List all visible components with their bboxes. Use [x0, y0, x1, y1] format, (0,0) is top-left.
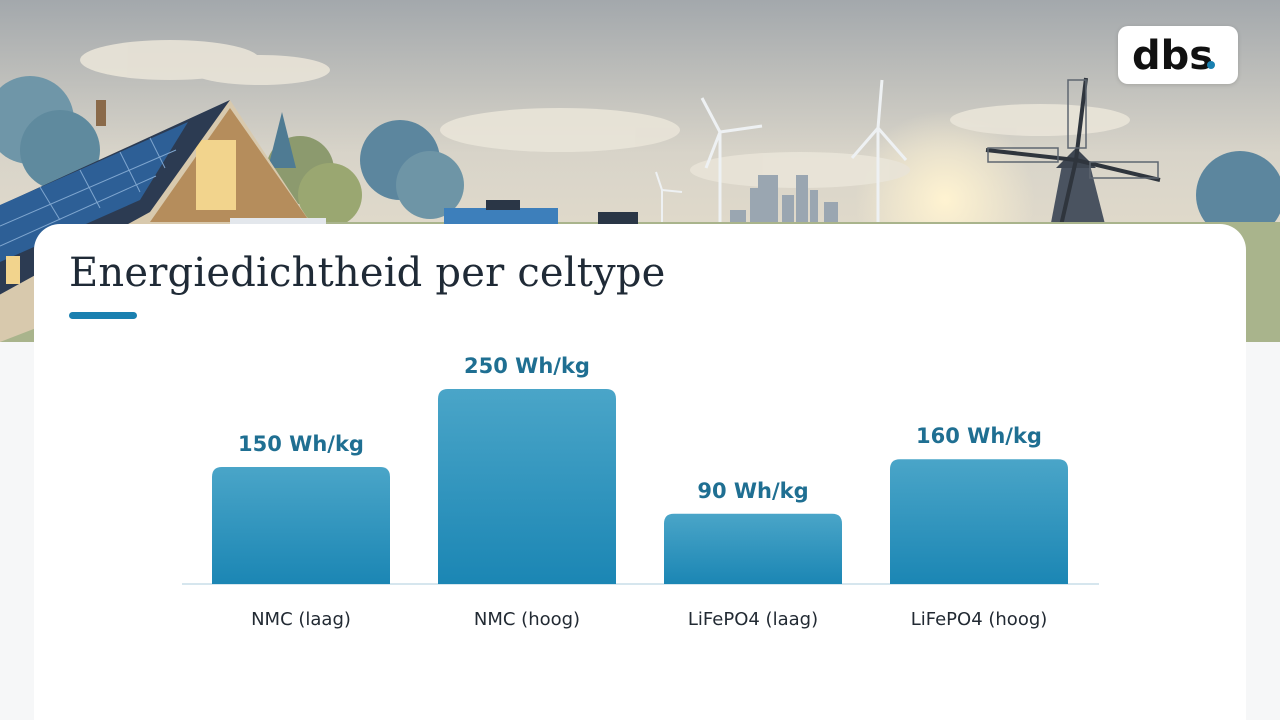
solar-panel-grid [0, 137, 177, 247]
bar-3 [890, 459, 1068, 584]
bar-1 [438, 389, 616, 584]
category-label-2: LiFePO4 (laag) [688, 609, 818, 630]
logo-dot [1207, 61, 1215, 69]
category-label-1: NMC (hoog) [474, 609, 580, 630]
dbs-logo: dbs [1118, 26, 1238, 84]
category-label-0: NMC (laag) [251, 609, 351, 630]
bar-2 [664, 513, 842, 584]
value-label-1: 250 Wh/kg [464, 354, 590, 378]
dbs-logo-mark: dbs [1132, 33, 1215, 79]
value-label-0: 150 Wh/kg [238, 432, 364, 456]
category-label-3: LiFePO4 (hoog) [911, 609, 1048, 630]
value-label-3: 160 Wh/kg [916, 424, 1042, 448]
windmill [985, 77, 1161, 231]
logo-text: dbs [1132, 33, 1213, 79]
slide-title: Energiedichtheid per celtype [69, 250, 666, 296]
clouds [80, 40, 1130, 188]
value-label-2: 90 Wh/kg [697, 479, 808, 503]
bar-0 [212, 467, 390, 584]
title-underline [69, 312, 137, 319]
wind-turbines [655, 79, 908, 228]
